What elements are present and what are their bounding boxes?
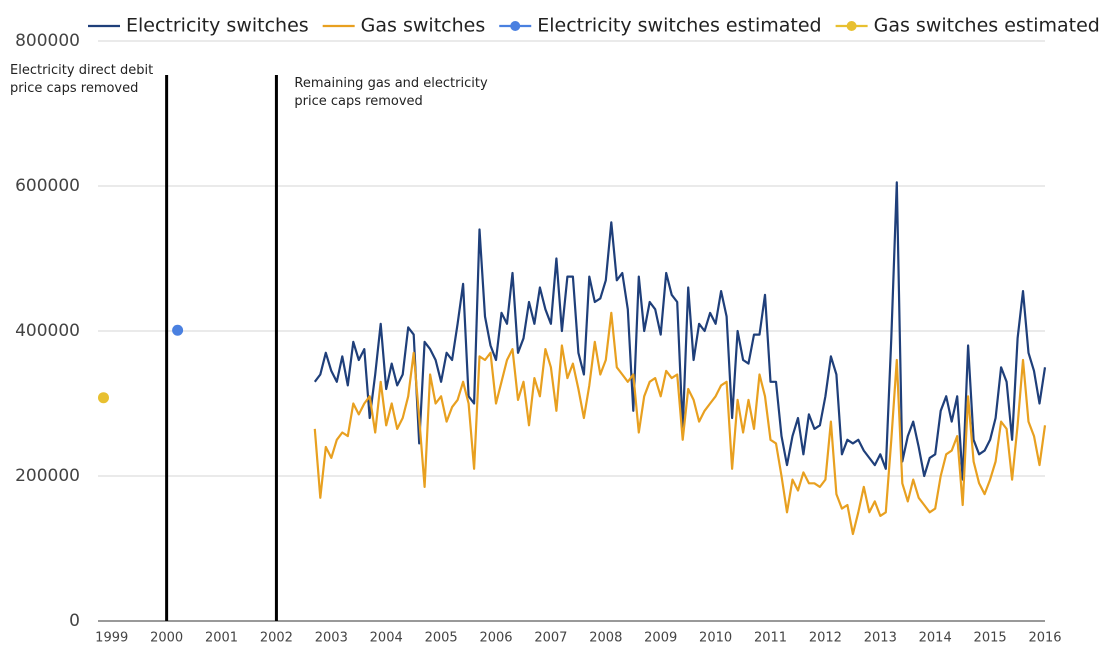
x-tick-label: 2010: [699, 631, 732, 646]
estimate-point: [172, 324, 184, 336]
x-tick-label: 2014: [919, 631, 952, 646]
annotation-label: Remaining gas and electricity price caps…: [294, 76, 488, 109]
x-tick-label: 2012: [809, 631, 842, 646]
x-tick-label: 2004: [370, 631, 403, 646]
annotation-label: Electricity direct debit price caps remo…: [10, 63, 154, 96]
x-tick-label: 2015: [974, 631, 1007, 646]
y-tick-label: 600000: [15, 176, 80, 196]
series-line: [313, 311, 1047, 536]
legend-label: Gas switches: [361, 15, 486, 37]
y-tick-label: 800000: [15, 31, 80, 51]
x-tick-label: 2009: [644, 631, 677, 646]
legend-label: Electricity switches estimated: [537, 15, 821, 37]
y-tick-label: 400000: [15, 321, 80, 341]
y-tick-label: 200000: [15, 466, 80, 486]
estimate-point: [97, 392, 109, 404]
legend-dot: [846, 21, 857, 31]
x-tick-label: 2006: [479, 631, 512, 646]
legend-label: Gas switches estimated: [874, 15, 1100, 37]
legend-label: Electricity switches: [126, 15, 309, 37]
x-tick-label: 1999: [95, 631, 128, 646]
x-tick-label: 2003: [315, 631, 348, 646]
y-tick-label: 0: [69, 611, 80, 631]
x-tick-label: 2011: [754, 631, 787, 646]
series-line: [313, 181, 1047, 481]
x-tick-label: 2007: [534, 631, 567, 646]
x-tick-label: 2008: [589, 631, 622, 646]
x-tick-label: 2013: [864, 631, 897, 646]
x-tick-label: 2000: [150, 631, 183, 646]
x-tick-label: 2001: [205, 631, 238, 646]
x-tick-label: 2016: [1028, 631, 1061, 646]
legend-dot: [510, 21, 521, 31]
x-tick-label: 2002: [260, 631, 293, 646]
x-tick-label: 2005: [425, 631, 458, 646]
